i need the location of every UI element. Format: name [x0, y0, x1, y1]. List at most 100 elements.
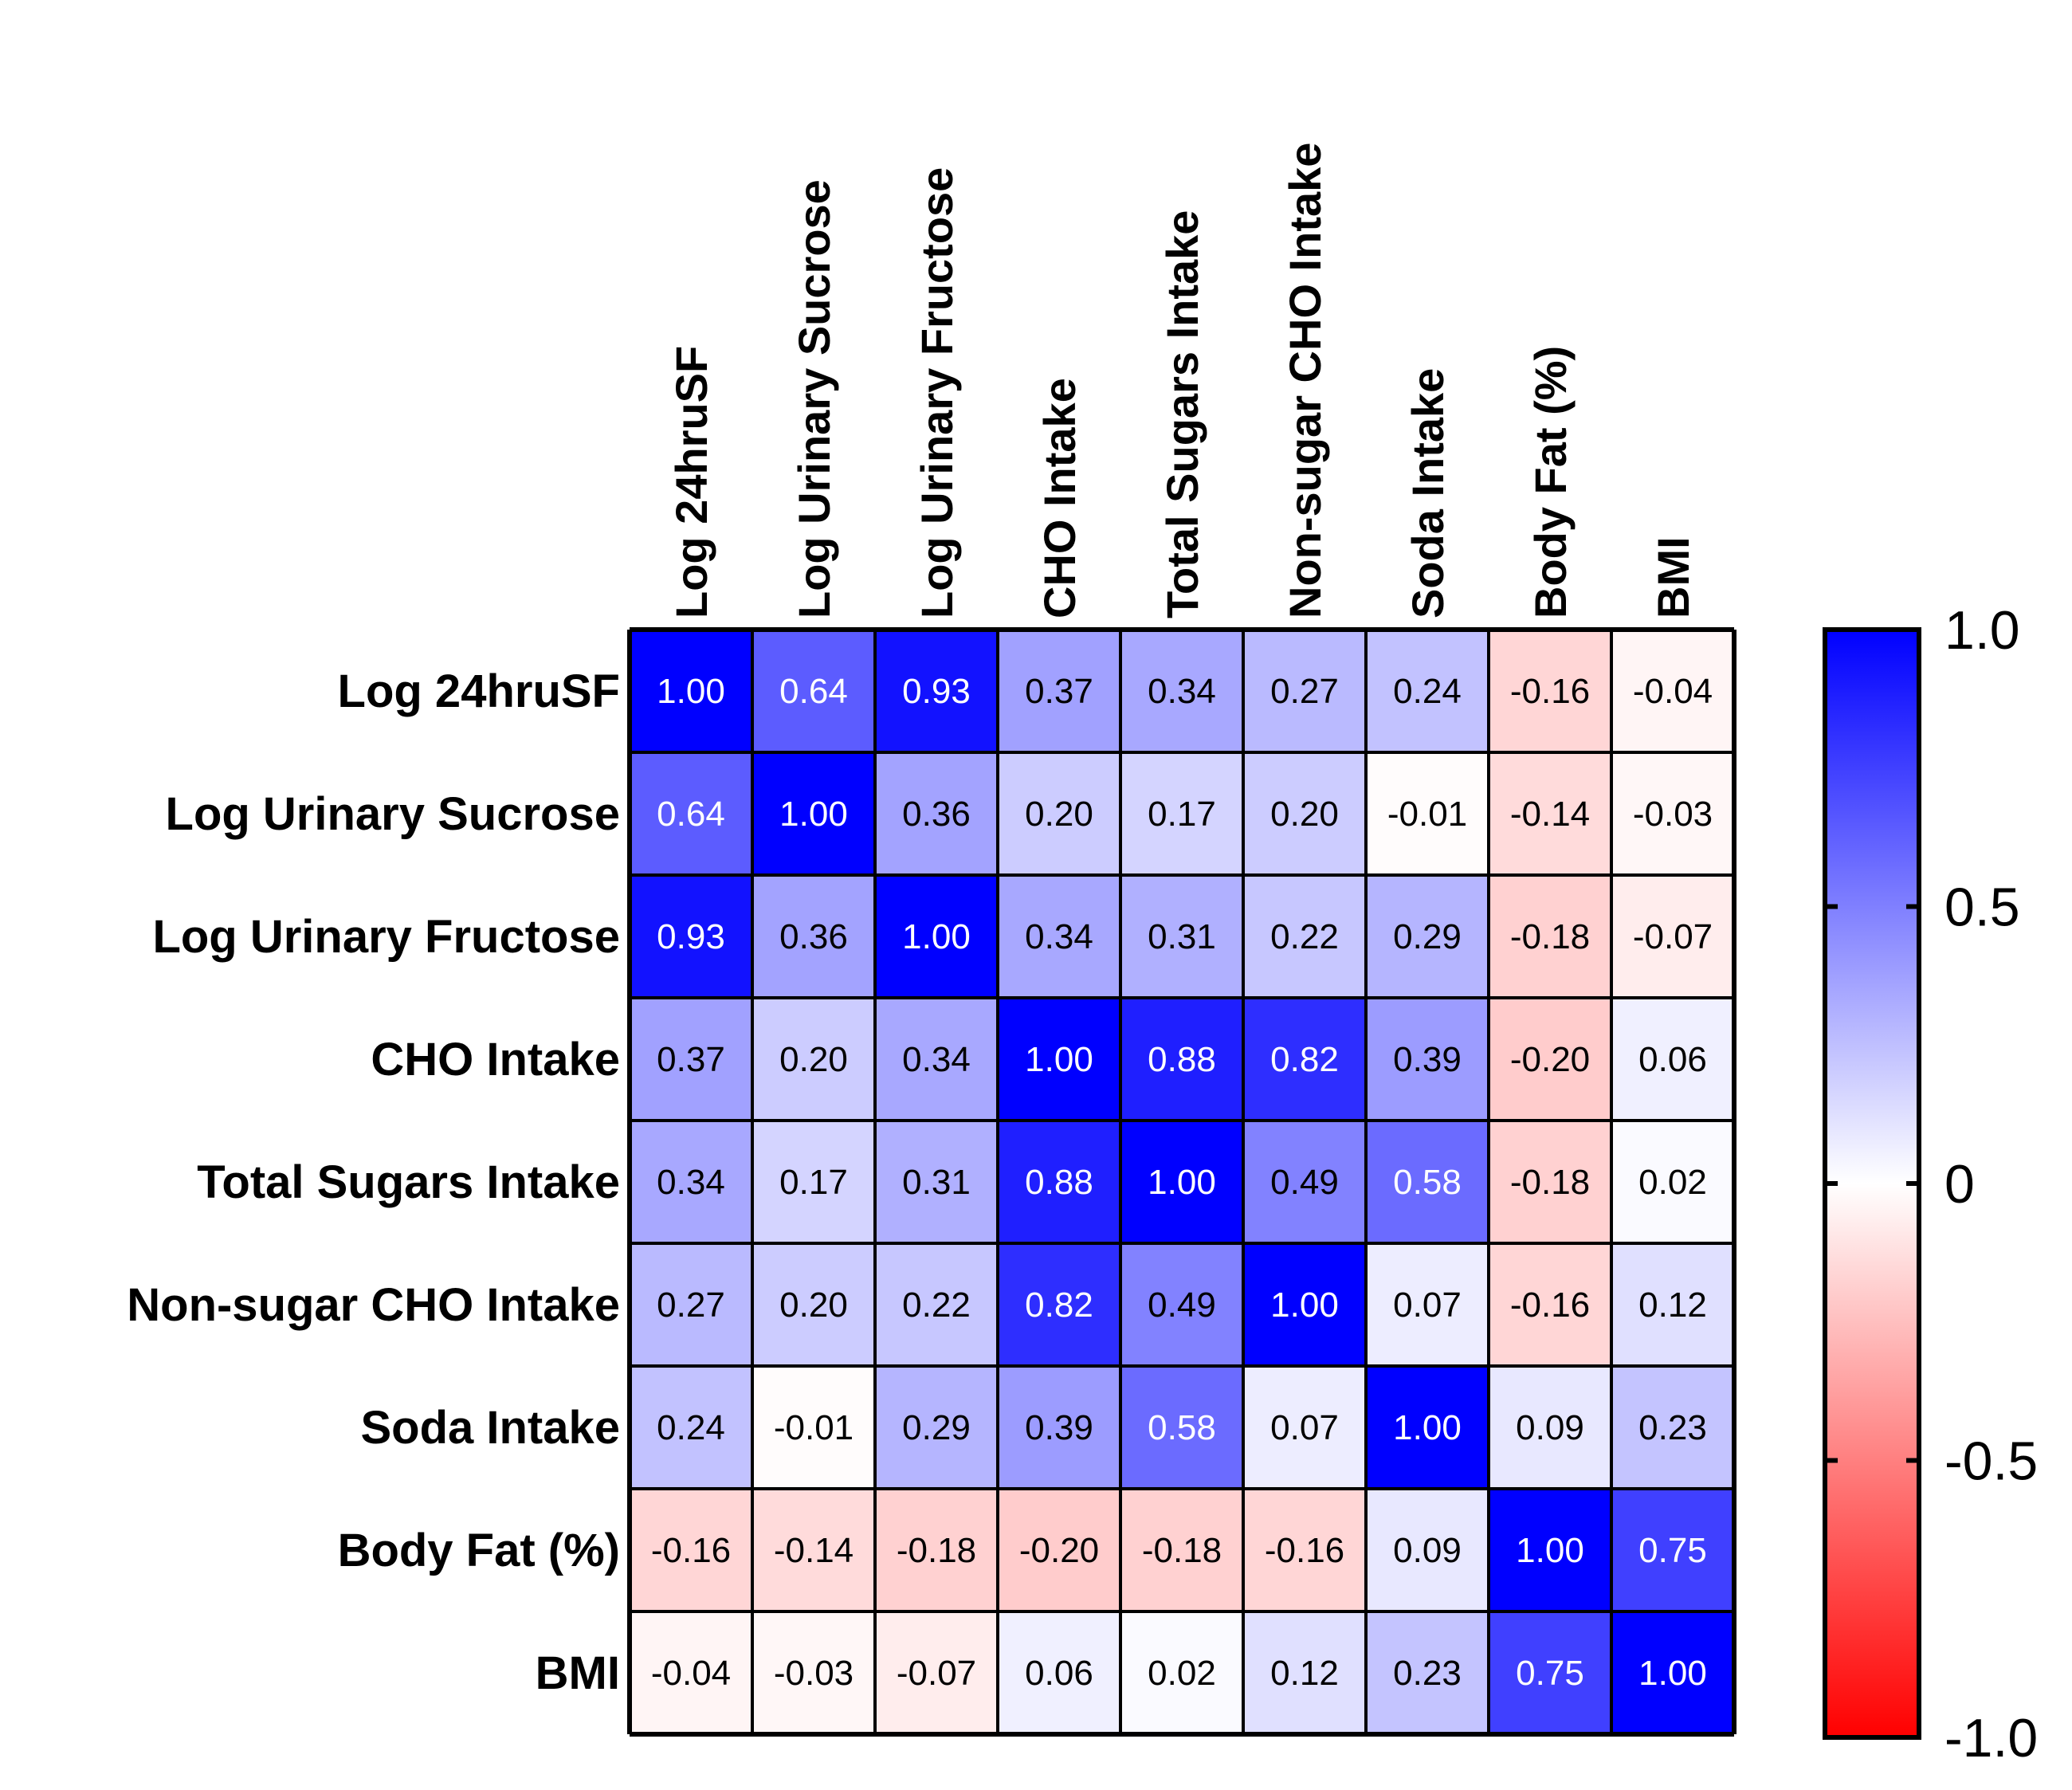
- heatmap-cell: [1120, 630, 1243, 752]
- heatmap-cell: [1120, 1611, 1243, 1734]
- heatmap-cell: [752, 630, 875, 752]
- colorbar-tick-label: 0: [1944, 1154, 1975, 1215]
- cell-value-label: -0.20: [1019, 1531, 1099, 1570]
- heatmap-cell: [1611, 630, 1734, 752]
- heatmap-cell: [752, 875, 875, 998]
- heatmap-cell: [875, 1489, 998, 1611]
- heatmap-cell: [998, 630, 1120, 752]
- heatmap-cell: [1366, 752, 1489, 875]
- cell-value-label: 0.09: [1516, 1408, 1584, 1447]
- heatmap-cell: [1120, 998, 1243, 1121]
- heatmap-cell: [1366, 1611, 1489, 1734]
- cell-value-label: 0.58: [1393, 1163, 1462, 1202]
- cell-value-label: 0.37: [657, 1040, 725, 1079]
- cell-value-label: 0.82: [1270, 1040, 1339, 1079]
- heatmap-cell: [1366, 998, 1489, 1121]
- heatmap-cell: [630, 1611, 752, 1734]
- cell-value-label: -0.16: [1510, 1286, 1590, 1325]
- cell-value-label: -0.16: [1265, 1531, 1344, 1570]
- cell-value-label: 0.20: [779, 1040, 848, 1079]
- column-label-soda-intake: Soda Intake: [1403, 368, 1453, 618]
- heatmap-cell: [1366, 1121, 1489, 1243]
- cell-value-label: 1.00: [1638, 1654, 1707, 1693]
- cell-value-label: 0.39: [1393, 1040, 1462, 1079]
- heatmap-cell: [752, 1121, 875, 1243]
- cell-value-label: -0.14: [774, 1531, 854, 1570]
- column-labels: Log 24hruSF Log Urinary Sucrose Log Urinar…: [666, 143, 1698, 618]
- cell-value-label: 0.75: [1516, 1654, 1584, 1693]
- heatmap-cell: [1489, 1121, 1611, 1243]
- cell-value-label: 0.24: [657, 1408, 725, 1447]
- cell-value-label: 0.02: [1638, 1163, 1707, 1202]
- heatmap-cell: [630, 875, 752, 998]
- cell-value-label: 0.17: [1148, 795, 1216, 834]
- column-label-body-fat: Body Fat (%): [1525, 346, 1576, 618]
- heatmap-cell: [1611, 875, 1734, 998]
- heatmap-cell: [1611, 752, 1734, 875]
- cell-value-label: 0.27: [657, 1286, 725, 1325]
- cell-value-label: 0.07: [1393, 1286, 1462, 1325]
- cell-value-label: 0.34: [1025, 917, 1093, 956]
- cell-value-label: -0.14: [1510, 795, 1590, 834]
- heatmap-cell: [752, 1366, 875, 1489]
- heatmap-cell: [1611, 1489, 1734, 1611]
- cell-value-label: 0.12: [1270, 1654, 1339, 1693]
- row-label-cho-intake: CHO Intake: [371, 1034, 620, 1085]
- heatmap-cell: [1243, 998, 1366, 1121]
- cell-value-label: 1.00: [1270, 1286, 1339, 1325]
- heatmap-cell: [998, 1243, 1120, 1366]
- cell-value-label: 0.39: [1025, 1408, 1093, 1447]
- cell-value-label: -0.18: [1142, 1531, 1222, 1570]
- cell-value-label: 1.00: [657, 672, 725, 711]
- cell-value-label: 0.36: [902, 795, 971, 834]
- cell-value-label: -0.07: [1633, 917, 1713, 956]
- column-label-log-urinary-sucrose: Log Urinary Sucrose: [789, 179, 839, 618]
- cell-value-label: -0.18: [1510, 1163, 1590, 1202]
- heatmap-cell: [875, 630, 998, 752]
- row-label-log-24hrusf: Log 24hruSF: [338, 665, 620, 717]
- heatmap-cell: [875, 752, 998, 875]
- heatmap-cell: [1120, 1366, 1243, 1489]
- cell-value-label: 1.00: [1516, 1531, 1584, 1570]
- heatmap-cells: 1.00 0.64 0.93 0.37 0.34 0.27 0.24 -0.16 -0.04 0.…: [630, 630, 1734, 1734]
- cell-value-label: 0.34: [1148, 672, 1216, 711]
- heatmap-cell: [630, 1366, 752, 1489]
- colorbar-tick-label: 1.0: [1944, 600, 2020, 661]
- row-labels: Log 24hruSF Log Urinary Sucrose Log Urinar…: [127, 665, 620, 1699]
- cell-value-label: 0.93: [902, 672, 971, 711]
- cell-value-label: 0.02: [1148, 1654, 1216, 1693]
- cell-value-label: -0.01: [1387, 795, 1467, 834]
- cell-value-label: 1.00: [1148, 1163, 1216, 1202]
- cell-value-label: -0.18: [1510, 917, 1590, 956]
- heatmap-cell: [752, 1489, 875, 1611]
- cell-value-label: 0.58: [1148, 1408, 1216, 1447]
- heatmap-cell: [1243, 1243, 1366, 1366]
- cell-value-label: -0.16: [1510, 672, 1590, 711]
- cell-value-label: 1.00: [1393, 1408, 1462, 1447]
- column-label-non-sugar-cho-intake: Non-sugar CHO Intake: [1280, 143, 1330, 618]
- heatmap-grid: [627, 627, 1736, 1737]
- heatmap-cell: [630, 1489, 752, 1611]
- cell-value-label: -0.04: [1633, 672, 1713, 711]
- heatmap-cell: [1120, 875, 1243, 998]
- column-label-cho-intake: CHO Intake: [1034, 378, 1085, 618]
- heatmap-cell: [1243, 1611, 1366, 1734]
- cell-value-label: -0.03: [774, 1654, 854, 1693]
- heatmap-cell: [1489, 752, 1611, 875]
- cell-value-label: 1.00: [1025, 1040, 1093, 1079]
- heatmap-cell: [630, 752, 752, 875]
- heatmap-cell: [875, 1243, 998, 1366]
- cell-value-label: 0.12: [1638, 1286, 1707, 1325]
- cell-value-label: 0.49: [1148, 1286, 1216, 1325]
- heatmap-cell: [1611, 998, 1734, 1121]
- column-label-total-sugars-intake: Total Sugars Intake: [1157, 210, 1207, 618]
- cell-value-label: 0.22: [1270, 917, 1339, 956]
- cell-value-label: 0.20: [1270, 795, 1339, 834]
- heatmap-cell: [630, 630, 752, 752]
- colorbar-tick-label: -1.0: [1944, 1708, 2038, 1768]
- row-label-body-fat: Body Fat (%): [338, 1525, 620, 1576]
- cell-value-label: 0.20: [1025, 795, 1093, 834]
- cell-value-label: -0.18: [897, 1531, 976, 1570]
- cell-value-label: 0.29: [902, 1408, 971, 1447]
